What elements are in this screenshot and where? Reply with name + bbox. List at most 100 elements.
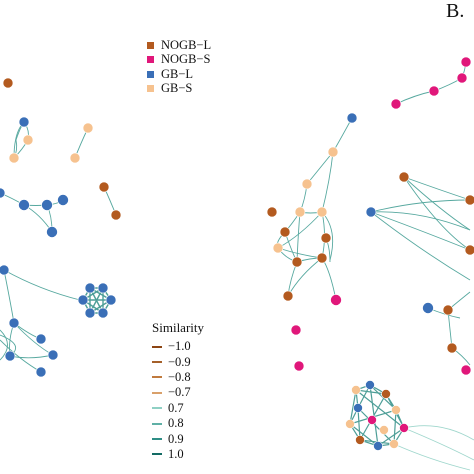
group-legend: NOGB−L NOGB−S GB−L GB−S — [147, 38, 211, 96]
group-legend-label: NOGB−S — [161, 52, 211, 67]
node — [69, 152, 81, 164]
similarity-legend-label: 1.0 — [168, 446, 184, 461]
node — [367, 415, 377, 425]
similarity-legend-title: Similarity — [152, 320, 204, 335]
node — [316, 206, 328, 218]
similarity-legend-label: 0.8 — [168, 416, 184, 431]
node — [279, 226, 291, 238]
group-legend-item: NOGB−S — [147, 52, 211, 68]
similarity-legend-item: −1.0 — [152, 339, 204, 354]
node — [365, 206, 377, 218]
node — [460, 364, 472, 376]
similarity-legend-line — [152, 391, 162, 394]
node — [351, 385, 361, 395]
group-legend-item: GB−L — [147, 67, 211, 82]
node — [389, 439, 399, 449]
node — [442, 304, 454, 316]
node — [2, 77, 14, 89]
similarity-legend-label: −0.7 — [168, 385, 191, 400]
node — [320, 232, 332, 244]
node — [282, 290, 294, 302]
node — [97, 307, 109, 319]
node — [35, 366, 47, 378]
node — [446, 342, 458, 354]
group-legend-swatch — [147, 41, 154, 49]
node — [390, 98, 402, 110]
node — [110, 209, 122, 221]
node — [46, 226, 58, 238]
similarity-legend-label: −0.8 — [168, 369, 191, 384]
node — [391, 405, 401, 415]
similarity-legend-item: −0.8 — [152, 370, 204, 385]
node — [84, 282, 96, 294]
similarity-legend-label: 0.7 — [168, 400, 184, 415]
node — [365, 380, 375, 390]
similarity-legend-item: 0.9 — [152, 431, 204, 446]
similarity-legend-label: −1.0 — [168, 339, 191, 354]
network-nodes — [0, 56, 474, 451]
similarity-legend-item: −0.7 — [152, 385, 204, 400]
node — [330, 294, 342, 306]
node — [47, 349, 59, 361]
group-legend-label: GB−S — [161, 81, 193, 96]
node — [464, 194, 474, 206]
node — [4, 350, 16, 362]
node — [290, 324, 302, 336]
similarity-legend-item: 0.8 — [152, 416, 204, 431]
node — [353, 403, 363, 413]
node — [346, 112, 358, 124]
node — [97, 282, 109, 294]
node — [35, 333, 47, 345]
node — [460, 56, 472, 68]
similarity-legend-line — [152, 407, 162, 410]
node — [379, 425, 389, 435]
node — [98, 181, 110, 193]
node — [8, 152, 20, 164]
panel-label: B. — [446, 0, 465, 22]
node — [77, 294, 89, 306]
similarity-legend-item: −0.9 — [152, 354, 204, 369]
node — [266, 206, 278, 218]
node — [293, 360, 305, 372]
node — [291, 256, 303, 268]
node — [399, 423, 409, 433]
node — [0, 264, 10, 276]
node — [355, 435, 365, 445]
network-edges — [0, 61, 474, 471]
node — [381, 389, 391, 399]
node — [18, 199, 30, 211]
group-legend-label: NOGB−L — [161, 37, 212, 52]
group-legend-item: GB−S — [147, 81, 211, 97]
node — [41, 199, 53, 211]
group-legend-swatch — [147, 56, 154, 64]
group-legend-swatch — [147, 85, 154, 93]
similarity-legend-line — [152, 361, 162, 364]
similarity-legend-line — [152, 376, 162, 379]
node — [57, 194, 69, 206]
similarity-legend-line — [152, 453, 162, 456]
node — [316, 252, 328, 264]
similarity-legend-line — [152, 438, 162, 441]
similarity-legend-line — [152, 345, 162, 348]
similarity-legend: Similarity −1.0 −0.9 −0.8 −0.7 0.7 0.8 0.9 1.0 — [152, 320, 204, 462]
similarity-legend-item: 0.7 — [152, 401, 204, 416]
group-legend-swatch — [147, 70, 154, 78]
node — [422, 302, 434, 314]
node — [82, 122, 94, 134]
node — [327, 146, 339, 158]
node — [84, 307, 96, 319]
similarity-legend-label: 0.9 — [168, 431, 184, 446]
node — [22, 134, 34, 146]
node — [428, 85, 440, 97]
node — [345, 419, 355, 429]
node — [456, 72, 468, 84]
similarity-legend-label: −0.9 — [168, 354, 191, 369]
node — [373, 441, 383, 451]
node — [0, 187, 6, 199]
node — [294, 206, 306, 218]
node — [301, 178, 313, 190]
similarity-legend-item: 1.0 — [152, 447, 204, 462]
similarity-legend-line — [152, 422, 162, 425]
node — [398, 171, 410, 183]
node — [105, 294, 117, 306]
